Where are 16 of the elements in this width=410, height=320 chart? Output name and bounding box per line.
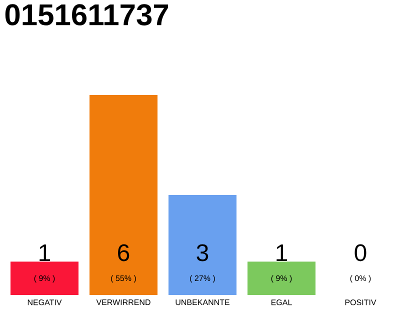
- annotation: ( 9% ): [34, 275, 55, 283]
- data-label: 0: [354, 244, 366, 262]
- x-tick-label: UNBEKANNTE: [176, 300, 230, 306]
- x-tick-label: VERWIRREND: [96, 300, 150, 306]
- annotation: ( 9% ): [271, 275, 292, 283]
- data-label: 1: [276, 244, 287, 261]
- annotation: ( 55% ): [111, 275, 136, 283]
- chart-title: 0151611737: [5, 4, 168, 26]
- annotation: ( 27% ): [190, 275, 215, 283]
- annotation: ( 0% ): [350, 275, 371, 283]
- x-tick-label: EGAL: [271, 300, 292, 306]
- x-tick-label: NEGATIV: [28, 300, 62, 306]
- data-label: 1: [40, 244, 50, 261]
- x-tick-label: POSITIV: [345, 300, 376, 306]
- data-label: 6: [118, 244, 130, 262]
- data-label: 3: [196, 244, 208, 262]
